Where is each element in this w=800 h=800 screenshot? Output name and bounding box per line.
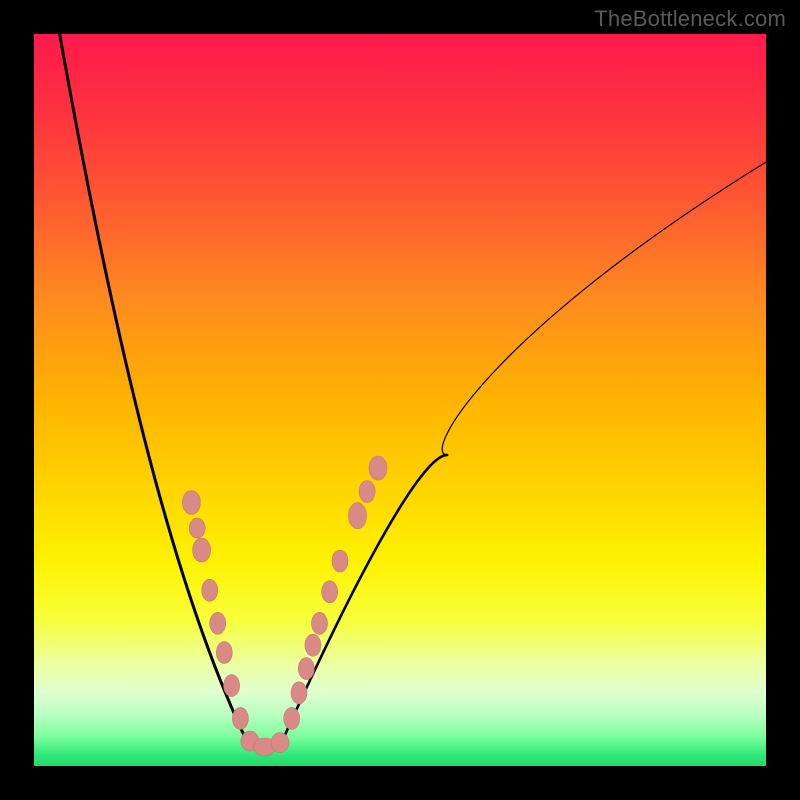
- data-marker: [189, 518, 205, 538]
- chart-frame: TheBottleneck.com: [0, 0, 800, 800]
- data-marker: [202, 579, 218, 601]
- data-marker: [210, 612, 226, 634]
- gradient-background: [34, 34, 766, 766]
- data-marker: [359, 481, 375, 503]
- data-marker: [349, 503, 367, 529]
- data-marker: [305, 634, 321, 656]
- data-marker: [182, 491, 200, 515]
- watermark-text: TheBottleneck.com: [594, 6, 786, 32]
- data-marker: [322, 581, 338, 603]
- data-marker: [312, 612, 328, 634]
- data-marker: [291, 682, 307, 704]
- data-marker: [232, 707, 248, 729]
- data-marker: [216, 642, 232, 664]
- data-marker: [369, 456, 387, 480]
- data-marker: [284, 707, 300, 729]
- data-marker: [193, 538, 211, 562]
- data-marker: [271, 733, 289, 753]
- plot-svg: [34, 34, 766, 766]
- data-marker: [224, 675, 240, 697]
- data-marker: [298, 658, 314, 680]
- plot-area: [34, 34, 766, 766]
- data-marker: [332, 550, 348, 572]
